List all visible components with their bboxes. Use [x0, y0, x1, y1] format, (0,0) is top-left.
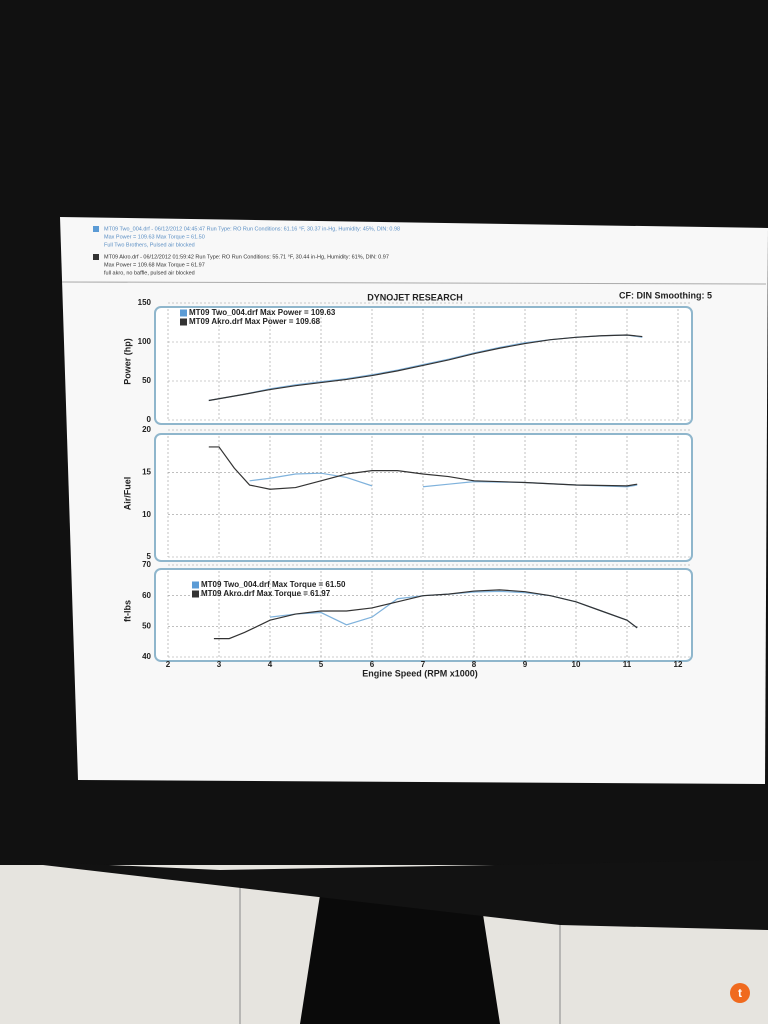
y-tick-label: 5 — [147, 552, 152, 561]
fabric — [0, 860, 768, 930]
y-tick-label: 0 — [147, 415, 152, 424]
x-tick-label: 3 — [217, 660, 222, 669]
run-line: MT09 Akro.drf - 06/12/2012 01:59:42 Run … — [104, 254, 389, 260]
series-line — [208, 334, 643, 402]
y-tick-label: 50 — [142, 621, 151, 630]
x-tick-label: 5 — [319, 660, 324, 669]
y-tick-label: 20 — [142, 425, 151, 434]
panel-frame — [154, 433, 693, 562]
run-stats: Max Power = 109.63 Max Torque = 61.50 — [104, 234, 205, 240]
y-tick-label: 100 — [138, 337, 152, 346]
app-badge — [730, 983, 750, 1003]
y-tick-label: 70 — [142, 560, 151, 569]
legend-swatch — [180, 318, 187, 326]
y-tick-label: 60 — [142, 591, 151, 600]
x-tick-label: 12 — [674, 660, 683, 669]
chart-title: DYNOJET RESEARCH — [367, 292, 463, 302]
legend-swatch — [192, 581, 199, 589]
legend-swatch — [192, 590, 199, 598]
legend-label: MT09 Akro.drf Max Torque = 61.97 — [201, 589, 331, 598]
y-tick-label: 40 — [142, 652, 151, 661]
legend-label: MT09 Two_004.drf Max Torque = 61.50 — [201, 580, 346, 589]
header: MT09 Two_004.drf - 06/12/2012 04:45:47 R… — [61, 226, 767, 285]
run-stats: Max Power = 109.68 Max Torque = 61.97 — [104, 262, 205, 268]
y-tick-label: 15 — [142, 467, 151, 476]
separator — [61, 281, 767, 285]
x-tick-label: 7 — [421, 660, 426, 669]
series-line — [213, 589, 638, 640]
legend-label: MT09 Akro.drf Max Power = 109.68 — [189, 317, 321, 326]
x-tick-label: 11 — [623, 660, 632, 669]
panel-frame — [154, 568, 693, 662]
y-tick-label: 50 — [142, 376, 151, 385]
x-axis-label: Engine Speed (RPM x1000) — [362, 668, 478, 678]
y-tick-label: 10 — [142, 510, 151, 519]
dyno-chart: DYNOJET RESEARCH CF: DIN Smoothing: 5 Powe… — [122, 290, 712, 678]
run-note: full akro, no baffle, pulsed air blocked — [104, 270, 195, 276]
y-tick-label: 150 — [138, 298, 152, 307]
series-line — [208, 446, 638, 490]
x-tick-label: 10 — [572, 660, 581, 669]
shadow — [300, 895, 500, 1024]
legend-label: MT09 Two_004.drf Max Power = 109.63 — [189, 308, 336, 317]
x-tick-label: 4 — [268, 660, 273, 669]
x-tick-label: 6 — [370, 660, 375, 669]
x-tick-label: 8 — [472, 660, 477, 669]
app-badge-icon: t — [738, 986, 742, 1000]
y-axis-label: ft-lbs — [122, 600, 132, 622]
run-line: MT09 Two_004.drf - 06/12/2012 04:45:47 R… — [104, 226, 400, 232]
x-tick-label: 2 — [166, 660, 171, 669]
legend-swatch — [180, 309, 187, 317]
chart-subtitle: CF: DIN Smoothing: 5 — [619, 290, 712, 300]
y-axis-label: Air/Fuel — [122, 477, 132, 511]
run-swatch — [93, 254, 99, 260]
x-tick-label: 9 — [523, 660, 528, 669]
y-axis-label: Power (hp) — [122, 338, 132, 385]
run-note: Full Two Brothers, Pulsed air blocked — [104, 242, 195, 248]
run-swatch — [93, 226, 99, 232]
